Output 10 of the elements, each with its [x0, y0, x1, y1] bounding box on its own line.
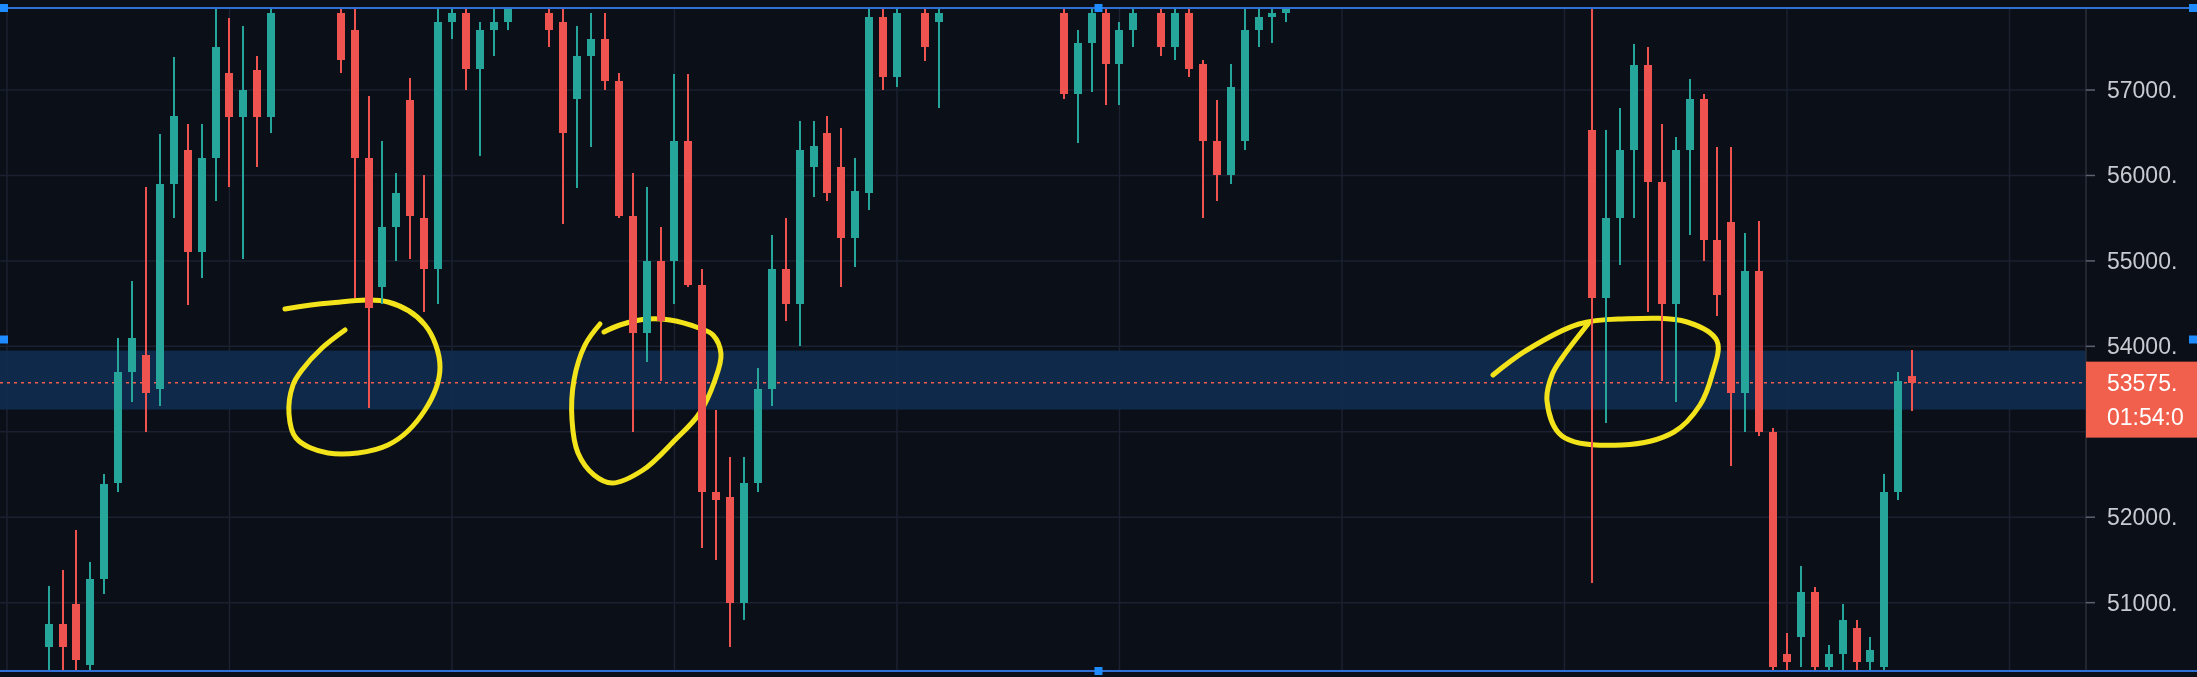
ref-line-label: 53575.	[2107, 369, 2178, 396]
y-tick-label: 56000.	[2107, 162, 2178, 189]
y-tick-label: 52000.	[2107, 504, 2178, 531]
y-tick-label: 51000.	[2107, 589, 2178, 616]
candlestick	[935, 8, 943, 108]
y-tick-label: 54000.	[2107, 333, 2178, 360]
y-tick-label: 57000.	[2107, 77, 2178, 104]
text: 01:54:0	[2107, 403, 2184, 430]
candlestick	[712, 410, 720, 560]
y-tick-label: 55000.	[2107, 247, 2178, 274]
